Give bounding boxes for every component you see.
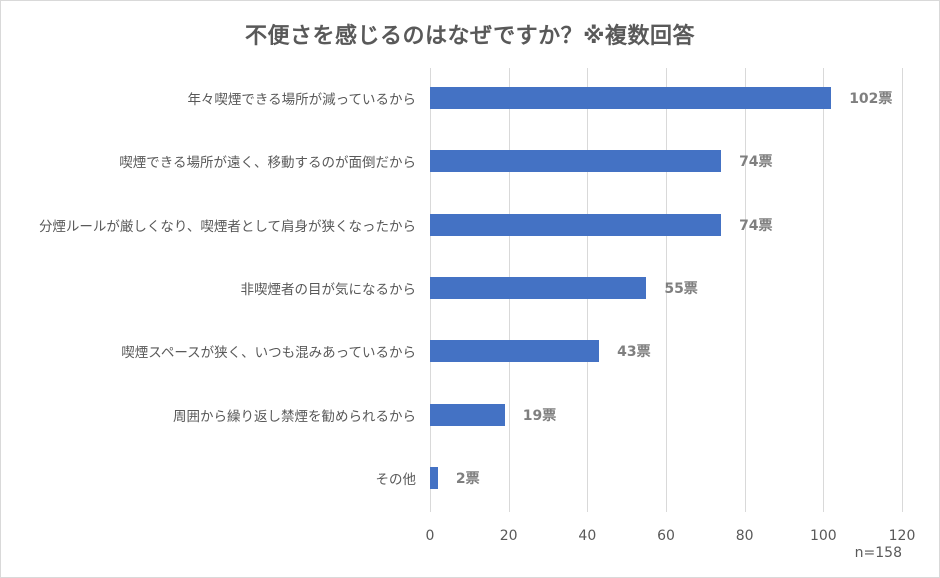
data-label: 55票: [664, 281, 698, 297]
sample-size-note: n=158: [854, 545, 902, 561]
chart-title: 不便さを感じるのはなぜですか？※複数回答: [244, 24, 696, 49]
category-label: 喫煙できる場所が遠く、移動するのが面倒だから: [119, 155, 416, 172]
bar: [430, 277, 647, 299]
bar: [430, 213, 722, 236]
data-label: 74票: [739, 217, 773, 234]
bar: [430, 467, 438, 490]
gridline: [902, 68, 903, 512]
x-tick-label: 40: [578, 528, 597, 544]
category-label: 年々喫煙できる場所が減っているから: [187, 91, 416, 108]
category-label: その他: [375, 472, 417, 489]
data-label: 2票: [455, 471, 480, 488]
data-label: 43票: [617, 344, 651, 361]
x-tick-label: 100: [809, 528, 837, 544]
x-tick-label: 60: [657, 528, 675, 544]
category-label: 周囲から繰り返し禁煙を勧められるから: [173, 408, 416, 425]
x-tick-label: 0: [425, 528, 435, 544]
category-label: 非喫煙者の目が気になるから: [240, 282, 417, 298]
bar: [430, 150, 722, 173]
x-tick-label: 20: [499, 528, 518, 544]
gridline: [823, 68, 825, 512]
gridline: [666, 68, 667, 512]
gridline: [744, 68, 746, 512]
data-label: 19票: [522, 407, 557, 424]
data-label: 74票: [739, 154, 773, 171]
bar: [430, 86, 832, 109]
bar: [430, 403, 505, 426]
x-tick-label: 80: [735, 528, 754, 544]
category-label: 喫煙スペースが狭く、いつも混みあっているから: [121, 345, 416, 362]
data-label: 102票: [849, 90, 893, 107]
category-label: 分煙ルールが厳しくなり、喫煙者として肩身が狭くなったから: [38, 218, 416, 235]
bar: [430, 340, 600, 363]
x-tick-label: 120: [888, 528, 916, 544]
